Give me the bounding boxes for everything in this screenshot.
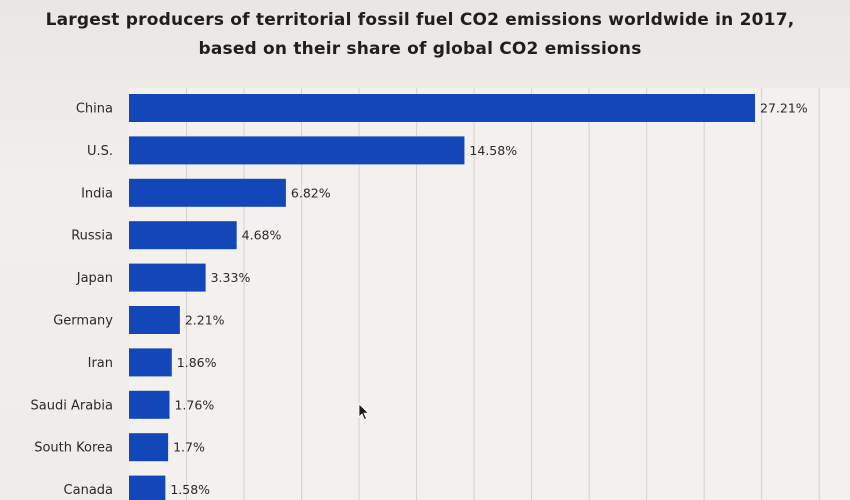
category-label: India (81, 186, 113, 201)
bar[interactable] (129, 178, 286, 207)
category-label: China (76, 102, 113, 117)
value-label: 1.76% (174, 397, 214, 412)
value-label: 1.58% (170, 482, 210, 497)
category-label: Iran (88, 356, 113, 371)
value-label: 4.68% (242, 228, 282, 243)
value-label: 1.7% (173, 440, 205, 455)
category-label: Germany (53, 314, 113, 329)
bar[interactable] (129, 263, 206, 292)
value-label: 14.58% (469, 143, 517, 158)
value-label: 2.21% (185, 313, 225, 328)
category-label: Canada (64, 483, 113, 498)
bar[interactable] (129, 348, 172, 377)
value-label: 3.33% (211, 270, 251, 285)
category-label: South Korea (34, 441, 113, 456)
category-label: Saudi Arabia (31, 398, 114, 413)
bar[interactable] (129, 136, 465, 165)
value-label: 6.82% (291, 185, 331, 200)
bar[interactable] (129, 221, 237, 250)
category-label: Russia (71, 229, 113, 244)
bar[interactable] (129, 390, 170, 419)
category-label: Japan (76, 271, 113, 286)
mouse-cursor-icon (358, 403, 370, 421)
bar[interactable] (129, 475, 166, 500)
bar[interactable] (129, 306, 180, 334)
category-label: U.S. (87, 144, 113, 159)
chart-title: Largest producers of territorial fossil … (45, 10, 795, 59)
value-label: 1.86% (177, 355, 217, 370)
value-label: 27.21% (760, 101, 808, 116)
bar[interactable] (129, 433, 169, 462)
bar[interactable] (129, 94, 755, 122)
